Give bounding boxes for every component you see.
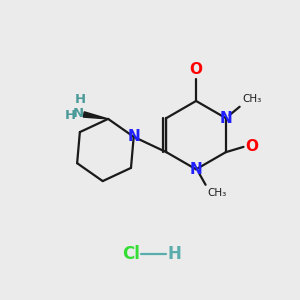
Text: CH₃: CH₃ <box>242 94 262 104</box>
Text: H: H <box>75 92 86 106</box>
Text: CH₃: CH₃ <box>208 188 227 198</box>
Text: Cl: Cl <box>122 245 140 263</box>
Text: N: N <box>73 107 84 120</box>
Polygon shape <box>83 112 108 119</box>
Text: N: N <box>190 162 202 177</box>
Text: O: O <box>246 139 259 154</box>
Text: N: N <box>127 129 140 144</box>
Text: H: H <box>168 245 182 263</box>
Text: O: O <box>190 61 202 76</box>
Text: H: H <box>65 109 76 122</box>
Text: N: N <box>219 110 232 125</box>
